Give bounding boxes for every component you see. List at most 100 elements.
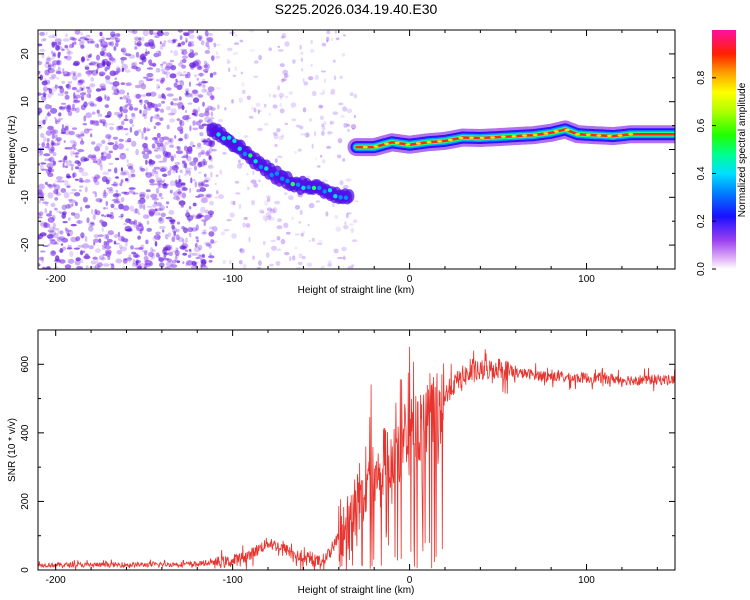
noise-speckle (131, 65, 139, 70)
noise-speckle (183, 186, 187, 190)
noise-speckle (131, 173, 136, 178)
noise-speckle (94, 248, 101, 253)
noise-speckle (320, 123, 325, 128)
noise-speckle (314, 157, 317, 161)
ridge-core-highlight (490, 136, 496, 139)
noise-speckle (173, 154, 177, 158)
noise-speckle (81, 56, 86, 62)
noise-speckle (99, 219, 104, 224)
noise-speckle (80, 96, 84, 100)
noise-speckle (183, 154, 189, 158)
noise-speckle (46, 213, 53, 217)
noise-speckle (162, 257, 170, 261)
noise-speckle (175, 146, 180, 149)
noise-speckle (153, 52, 160, 58)
noise-speckle (142, 214, 150, 219)
noise-speckle (108, 187, 113, 192)
noise-speckle (72, 62, 80, 67)
noise-speckle (70, 223, 77, 227)
noise-speckle (109, 82, 115, 85)
noise-speckle (300, 133, 306, 136)
noise-speckle (74, 259, 81, 266)
noise-speckle (39, 232, 47, 237)
noise-speckle (145, 78, 153, 82)
noise-speckle (69, 199, 76, 204)
noise-speckle (179, 245, 186, 250)
noise-speckle (188, 52, 195, 58)
noise-speckle (98, 71, 106, 76)
noise-speckle (197, 106, 200, 113)
noise-speckle (143, 114, 148, 120)
noise-speckle (285, 95, 289, 99)
noise-speckle (182, 261, 185, 264)
noise-speckle (107, 168, 112, 172)
noise-speckle (113, 240, 117, 245)
noise-speckle (336, 256, 343, 260)
noise-speckle (165, 216, 173, 220)
noise-speckle (79, 185, 84, 188)
noise-speckle (187, 30, 195, 34)
noise-speckle (102, 246, 106, 250)
noise-speckle (47, 243, 51, 247)
noise-speckle (189, 167, 193, 170)
noise-speckle (174, 164, 178, 169)
noise-speckle (46, 142, 50, 147)
noise-speckle (125, 218, 131, 224)
noise-speckle (42, 38, 47, 42)
noise-speckle (176, 80, 179, 83)
noise-speckle (319, 154, 323, 158)
noise-speckle (70, 107, 77, 112)
noise-speckle (54, 259, 61, 264)
noise-speckle (63, 156, 68, 163)
noise-speckle (158, 212, 161, 216)
noise-speckle (292, 255, 296, 261)
noise-speckle (75, 133, 81, 138)
noise-speckle (162, 179, 166, 183)
noise-speckle (288, 195, 294, 201)
noise-speckle (98, 161, 103, 167)
noise-speckle (120, 112, 123, 117)
noise-speckle (199, 187, 206, 193)
noise-speckle (211, 55, 215, 61)
noise-speckle (97, 234, 105, 238)
noise-speckle (47, 67, 55, 74)
noise-speckle (83, 101, 88, 108)
noise-speckle (243, 216, 248, 221)
noise-speckle (191, 260, 197, 266)
noise-speckle (73, 147, 77, 150)
noise-speckle (203, 179, 209, 183)
noise-speckle (148, 41, 155, 47)
noise-speckle (278, 49, 284, 52)
noise-speckle (339, 180, 344, 186)
noise-speckle (165, 266, 171, 269)
noise-speckle (51, 250, 56, 255)
noise-speckle (114, 157, 120, 161)
noise-speckle (277, 218, 282, 223)
noise-speckle (207, 33, 214, 36)
ridge-core-highlight (575, 133, 581, 136)
noise-speckle (277, 85, 281, 91)
noise-speckle (107, 255, 111, 261)
snr-y-axis: 0 200 400 600 (20, 329, 675, 573)
noise-speckle (331, 203, 335, 207)
noise-speckle (347, 265, 354, 269)
noise-speckle (129, 118, 134, 125)
noise-speckle (120, 217, 123, 220)
noise-speckle (121, 191, 128, 194)
noise-speckle (352, 219, 358, 223)
ridge-core-highlight (607, 134, 612, 138)
noise-speckle (195, 83, 202, 86)
noise-speckle (234, 42, 239, 45)
noise-speckle (114, 167, 118, 174)
noise-speckle (237, 163, 243, 169)
noise-speckle (160, 197, 164, 200)
noise-speckle (153, 149, 159, 152)
noise-speckle (175, 234, 180, 241)
noise-speckle (234, 34, 238, 37)
noise-speckle (276, 128, 281, 133)
colorbar-tick-label: 0.6 (696, 118, 707, 132)
noise-speckle (166, 105, 171, 111)
noise-speckle (49, 156, 55, 163)
noise-speckle (209, 72, 214, 78)
